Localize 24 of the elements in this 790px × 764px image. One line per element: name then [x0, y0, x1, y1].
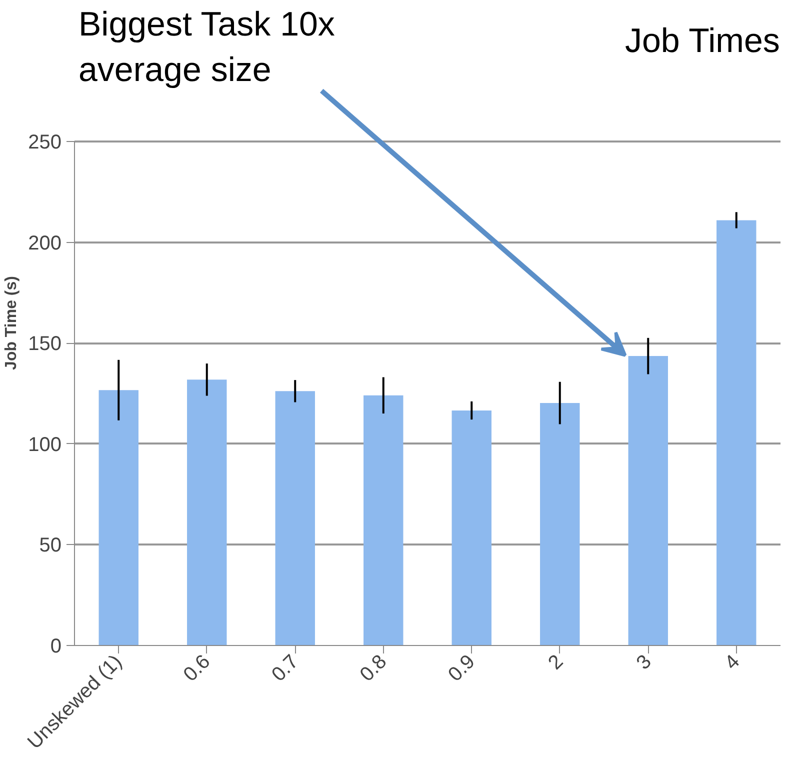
bar: [364, 395, 404, 646]
x-tick-label: 0.8: [356, 650, 392, 686]
x-tick-label: 3: [632, 650, 656, 674]
y-tick-label: 50: [39, 534, 62, 557]
y-tick-label: 0: [50, 636, 62, 658]
y-tick-label: 250: [28, 132, 62, 154]
bar: [628, 356, 668, 646]
y-tick-label: 100: [28, 434, 62, 456]
bar: [540, 403, 580, 646]
bar: [716, 220, 756, 646]
y-tick-label: 150: [28, 333, 62, 356]
text: Biggest Task 10x average size: [78, 6, 335, 90]
y-axis-title: Job Time (s): [3, 276, 20, 370]
x-tick-label: 0.7: [268, 650, 303, 686]
bar: [187, 380, 227, 646]
x-tick-label: 2: [544, 650, 568, 674]
bar: [275, 391, 315, 646]
x-tick-label: 4: [720, 650, 744, 674]
y-tick-label: 200: [28, 232, 62, 254]
bar: [98, 390, 138, 646]
x-tick-label: 0.9: [444, 650, 480, 686]
chart-title: Job Times: [624, 22, 780, 60]
bar: [452, 410, 492, 646]
x-tick-label: 0.6: [179, 650, 215, 686]
